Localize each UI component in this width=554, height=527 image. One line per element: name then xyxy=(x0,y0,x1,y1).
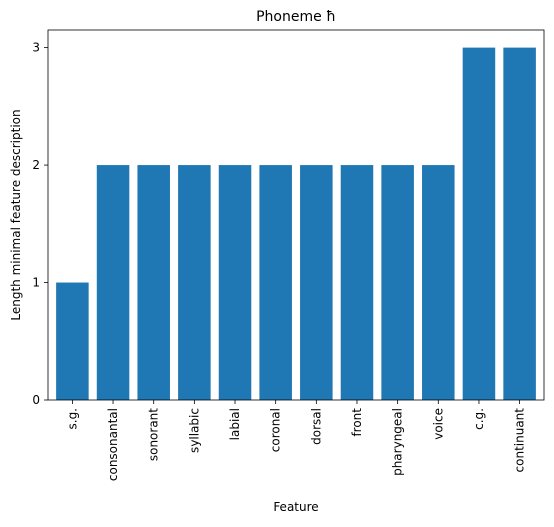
x-tick-label: dorsal xyxy=(309,408,323,445)
y-tick-label: 3 xyxy=(32,41,40,55)
y-tick-label: 1 xyxy=(32,276,40,290)
x-tick-label: c.g. xyxy=(472,408,486,430)
plot-frame xyxy=(47,29,545,401)
bar-labial xyxy=(218,165,252,400)
y-tick-label: 0 xyxy=(32,393,40,407)
x-tick-label: s.g. xyxy=(65,408,79,430)
x-tick-label: coronal xyxy=(269,408,283,452)
y-axis-label: Length minimal feature description xyxy=(9,109,23,320)
x-tick-label: consonantal xyxy=(106,408,120,481)
x-axis-label: Feature xyxy=(273,500,318,514)
bar-front xyxy=(340,165,374,400)
bar-c-g xyxy=(462,47,496,400)
x-tick-label: syllabic xyxy=(187,408,201,453)
y-tick-label: 2 xyxy=(32,158,40,172)
bar-syllabic xyxy=(178,165,211,400)
x-tick-label: labial xyxy=(228,408,242,440)
bar-voice xyxy=(422,165,455,400)
bar-sonorant xyxy=(137,165,170,400)
x-tick-label: continuant xyxy=(513,408,527,473)
bars-group xyxy=(56,47,536,400)
bar-coronal xyxy=(259,165,292,400)
x-tick-label: voice xyxy=(431,408,445,440)
x-tick-label: pharyngeal xyxy=(391,408,405,476)
x-axis-ticks: s.g. consonantal sonorant syllabic labial cor… xyxy=(65,400,527,481)
x-tick-label: sonorant xyxy=(147,408,161,461)
bar-s-g xyxy=(56,282,89,400)
x-tick-label: front xyxy=(350,408,364,437)
bar-consonantal xyxy=(96,165,130,400)
bar-continuant xyxy=(503,47,536,400)
chart-title: Phoneme ħ xyxy=(256,9,336,25)
bar-pharyngeal xyxy=(381,165,414,400)
bar-dorsal xyxy=(300,165,333,400)
y-axis-ticks: 0 1 2 3 xyxy=(32,41,48,407)
